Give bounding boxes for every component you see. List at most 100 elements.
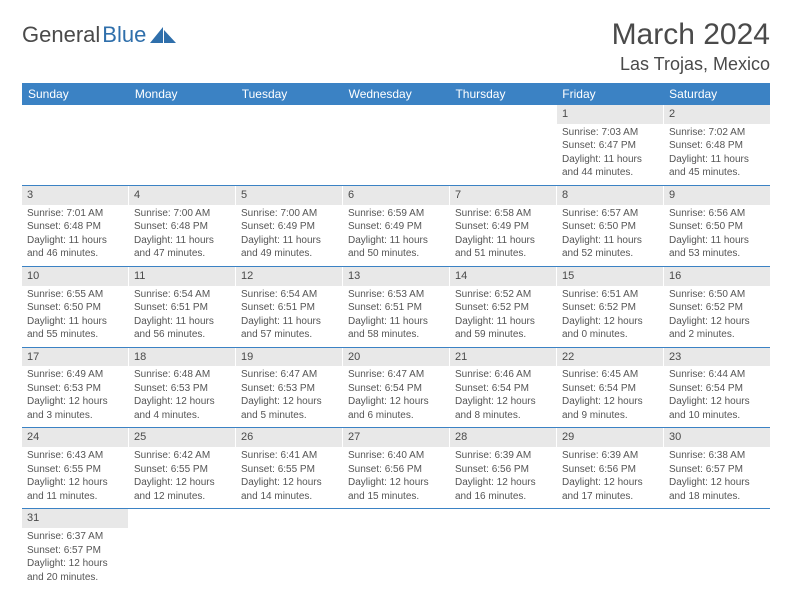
day-daylight1: Daylight: 12 hours — [27, 476, 123, 490]
day-sunset: Sunset: 6:57 PM — [669, 463, 765, 477]
day-number: 19 — [236, 348, 342, 367]
day-sunrise: Sunrise: 6:37 AM — [27, 530, 123, 544]
day-sunset: Sunset: 6:52 PM — [455, 301, 551, 315]
title-block: March 2024 Las Trojas, Mexico — [612, 18, 770, 75]
day-sunrise: Sunrise: 6:57 AM — [562, 207, 658, 221]
day-cell — [129, 105, 236, 185]
location: Las Trojas, Mexico — [612, 54, 770, 75]
day-sunset: Sunset: 6:55 PM — [27, 463, 123, 477]
day-sunset: Sunset: 6:55 PM — [134, 463, 230, 477]
day-number: 7 — [450, 186, 556, 205]
day-cell: 24 Sunrise: 6:43 AMSunset: 6:55 PMDayligh… — [22, 428, 129, 508]
day-sunrise: Sunrise: 7:03 AM — [562, 126, 658, 140]
day-daylight1: Daylight: 12 hours — [669, 395, 765, 409]
day-daylight2: and 45 minutes. — [669, 166, 765, 180]
day-cell — [557, 509, 664, 589]
day-number: 24 — [22, 428, 128, 447]
day-daylight1: Daylight: 11 hours — [134, 234, 230, 248]
day-number: 27 — [343, 428, 449, 447]
month-title: March 2024 — [612, 18, 770, 52]
day-daylight1: Daylight: 11 hours — [669, 234, 765, 248]
week-row: 24Sunrise: 6:43 AMSunset: 6:55 PMDayligh… — [22, 427, 770, 508]
day-daylight1: Daylight: 12 hours — [562, 315, 658, 329]
day-sunset: Sunset: 6:52 PM — [562, 301, 658, 315]
day-daylight1: Daylight: 12 hours — [669, 315, 765, 329]
day-sunrise: Sunrise: 6:53 AM — [348, 288, 444, 302]
day-sunrise: Sunrise: 6:43 AM — [27, 449, 123, 463]
day-cell: 8Sunrise: 6:57 AMSunset: 6:50 PMDaylight… — [557, 186, 664, 266]
day-cell — [664, 509, 770, 589]
day-number: 6 — [343, 186, 449, 205]
day-sunrise: Sunrise: 6:41 AM — [241, 449, 337, 463]
day-daylight2: and 6 minutes. — [348, 409, 444, 423]
day-sunset: Sunset: 6:48 PM — [669, 139, 765, 153]
day-number: 16 — [664, 267, 770, 286]
week-row: 1Sunrise: 7:03 AMSunset: 6:47 PMDaylight… — [22, 105, 770, 185]
day-cell: 20Sunrise: 6:47 AMSunset: 6:54 PMDayligh… — [343, 348, 450, 428]
day-cell: 14Sunrise: 6:52 AMSunset: 6:52 PMDayligh… — [450, 267, 557, 347]
day-daylight1: Daylight: 12 hours — [455, 476, 551, 490]
day-sunrise: Sunrise: 6:39 AM — [562, 449, 658, 463]
day-daylight2: and 5 minutes. — [241, 409, 337, 423]
sail-icon — [150, 27, 176, 43]
day-sunrise: Sunrise: 7:00 AM — [241, 207, 337, 221]
day-daylight2: and 44 minutes. — [562, 166, 658, 180]
day-sunrise: Sunrise: 6:47 AM — [348, 368, 444, 382]
day-number: 11 — [129, 267, 235, 286]
day-cell: 25Sunrise: 6:42 AMSunset: 6:55 PMDayligh… — [129, 428, 236, 508]
day-sunset: Sunset: 6:51 PM — [134, 301, 230, 315]
day-sunset: Sunset: 6:50 PM — [27, 301, 123, 315]
day-daylight2: and 3 minutes. — [27, 409, 123, 423]
day-sunset: Sunset: 6:51 PM — [241, 301, 337, 315]
day-daylight1: Daylight: 11 hours — [455, 234, 551, 248]
day-daylight2: and 0 minutes. — [562, 328, 658, 342]
day-cell: 3Sunrise: 7:01 AMSunset: 6:48 PMDaylight… — [22, 186, 129, 266]
day-cell: 7Sunrise: 6:58 AMSunset: 6:49 PMDaylight… — [450, 186, 557, 266]
day-sunset: Sunset: 6:53 PM — [241, 382, 337, 396]
day-sunrise: Sunrise: 6:47 AM — [241, 368, 337, 382]
day-number: 22 — [557, 348, 663, 367]
day-cell: 28Sunrise: 6:39 AMSunset: 6:56 PMDayligh… — [450, 428, 557, 508]
day-sunset: Sunset: 6:54 PM — [348, 382, 444, 396]
day-number: 14 — [450, 267, 556, 286]
day-cell: 21Sunrise: 6:46 AMSunset: 6:54 PMDayligh… — [450, 348, 557, 428]
day-cell: 16Sunrise: 6:50 AMSunset: 6:52 PMDayligh… — [664, 267, 770, 347]
day-sunset: Sunset: 6:54 PM — [455, 382, 551, 396]
day-cell — [343, 509, 450, 589]
day-sunset: Sunset: 6:56 PM — [348, 463, 444, 477]
day-daylight2: and 53 minutes. — [669, 247, 765, 261]
day-sunrise: Sunrise: 6:54 AM — [241, 288, 337, 302]
day-daylight1: Daylight: 11 hours — [27, 234, 123, 248]
day-sunrise: Sunrise: 7:00 AM — [134, 207, 230, 221]
day-number: 10 — [22, 267, 128, 286]
day-daylight1: Daylight: 11 hours — [241, 315, 337, 329]
day-number: 18 — [129, 348, 235, 367]
day-cell: 18Sunrise: 6:48 AMSunset: 6:53 PMDayligh… — [129, 348, 236, 428]
day-daylight2: and 46 minutes. — [27, 247, 123, 261]
week-row: 3Sunrise: 7:01 AMSunset: 6:48 PMDaylight… — [22, 185, 770, 266]
day-sunset: Sunset: 6:48 PM — [134, 220, 230, 234]
day-daylight2: and 2 minutes. — [669, 328, 765, 342]
day-daylight1: Daylight: 11 hours — [348, 234, 444, 248]
day-number: 3 — [22, 186, 128, 205]
day-cell: 6Sunrise: 6:59 AMSunset: 6:49 PMDaylight… — [343, 186, 450, 266]
day-daylight1: Daylight: 11 hours — [562, 234, 658, 248]
day-daylight2: and 14 minutes. — [241, 490, 337, 504]
day-sunrise: Sunrise: 6:50 AM — [669, 288, 765, 302]
day-daylight1: Daylight: 11 hours — [348, 315, 444, 329]
day-number: 20 — [343, 348, 449, 367]
day-daylight2: and 58 minutes. — [348, 328, 444, 342]
day-sunset: Sunset: 6:49 PM — [455, 220, 551, 234]
weekday-header-row: SundayMondayTuesdayWednesdayThursdayFrid… — [22, 83, 770, 105]
weeks-container: 1Sunrise: 7:03 AMSunset: 6:47 PMDaylight… — [22, 105, 770, 589]
day-daylight2: and 10 minutes. — [669, 409, 765, 423]
day-daylight1: Daylight: 11 hours — [134, 315, 230, 329]
day-cell: 10Sunrise: 6:55 AMSunset: 6:50 PMDayligh… — [22, 267, 129, 347]
day-cell — [22, 105, 129, 185]
logo-text-blue: Blue — [102, 22, 146, 48]
day-number: 4 — [129, 186, 235, 205]
day-sunrise: Sunrise: 6:40 AM — [348, 449, 444, 463]
day-sunset: Sunset: 6:49 PM — [348, 220, 444, 234]
day-sunset: Sunset: 6:55 PM — [241, 463, 337, 477]
day-daylight2: and 16 minutes. — [455, 490, 551, 504]
